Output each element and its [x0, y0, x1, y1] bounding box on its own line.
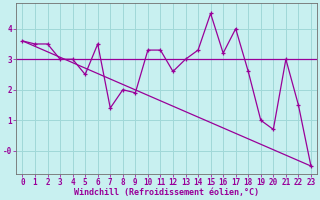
X-axis label: Windchill (Refroidissement éolien,°C): Windchill (Refroidissement éolien,°C)	[74, 188, 259, 197]
